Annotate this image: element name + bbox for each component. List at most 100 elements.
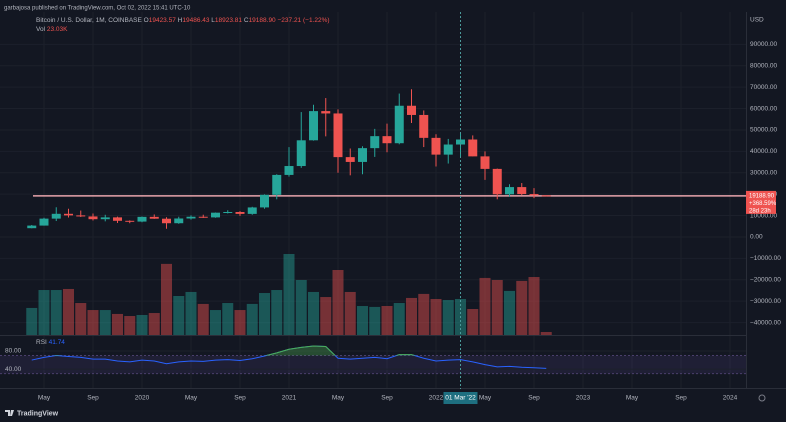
candle-body xyxy=(296,140,306,167)
rsi-last: 41.74 xyxy=(49,339,66,346)
candle-body xyxy=(260,194,269,208)
publisher: garbajosa published on TradingView.com, … xyxy=(4,6,191,12)
volume-bar xyxy=(491,280,503,335)
volume-bar xyxy=(99,310,111,335)
price-label-box xyxy=(746,190,776,214)
candle-body xyxy=(419,114,429,138)
ohlc-key: L xyxy=(211,17,215,24)
ohlc-key: C xyxy=(244,17,249,24)
candle-body xyxy=(113,217,122,221)
symbol: Bitcoin / U.S. Dollar, 1M, COINBASE xyxy=(36,17,143,24)
volume-bar xyxy=(50,290,62,335)
candle-layer xyxy=(27,89,746,229)
volume-bar xyxy=(112,313,123,335)
candle-body xyxy=(198,216,208,218)
y-tick-label: 80000.00 xyxy=(750,62,777,69)
x-tick-label: May xyxy=(626,395,639,402)
candle-body xyxy=(456,139,465,145)
change: −237.21 (−1.22%) xyxy=(278,17,330,24)
candle-body xyxy=(541,195,551,197)
candle-body xyxy=(137,216,147,222)
candle-body xyxy=(333,113,343,158)
volume-bar xyxy=(124,316,136,335)
candle-body xyxy=(505,187,514,195)
ohlc-value: 18923.81 xyxy=(215,17,242,24)
volume-bar xyxy=(283,254,295,335)
candle-body xyxy=(431,137,441,155)
volume-bar xyxy=(344,291,356,335)
y-tick-label: 30000.00 xyxy=(750,169,777,176)
volume-bar xyxy=(210,310,221,335)
volume-bar xyxy=(393,303,405,335)
volume-bar xyxy=(430,298,442,335)
volume-bar xyxy=(161,263,172,335)
volume-bar xyxy=(234,310,246,335)
footer-brand: TradingView xyxy=(17,410,59,417)
volume-bar xyxy=(320,297,332,335)
candle-body xyxy=(529,194,539,196)
candle-body xyxy=(235,212,245,214)
candle-body xyxy=(272,174,282,195)
volume-bar xyxy=(442,300,454,335)
volume-bar xyxy=(504,290,515,335)
grid xyxy=(0,12,746,388)
x-tick-label: 2020 xyxy=(135,395,150,402)
candle-body xyxy=(382,136,392,144)
x-tick-label: May xyxy=(332,395,345,402)
candle-body xyxy=(284,166,294,175)
x-tick-label: 2021 xyxy=(282,395,297,402)
candle-body xyxy=(174,218,184,224)
candle-body xyxy=(358,148,367,162)
volume-bar xyxy=(246,303,258,335)
y-tick-label: −40000.00 xyxy=(750,319,781,326)
volume-legend: Vol 23.03K xyxy=(36,26,68,33)
candle-body xyxy=(51,213,61,219)
candle-body xyxy=(186,216,196,219)
volume-bar xyxy=(369,306,381,335)
y-tick-label: −30000.00 xyxy=(750,298,781,305)
candle-body xyxy=(162,218,171,224)
volume-bar xyxy=(540,332,552,335)
volume-label: Vol xyxy=(36,26,46,33)
volume-bar xyxy=(381,306,393,335)
x-tick-label: Sep xyxy=(528,395,540,402)
candle-body xyxy=(88,216,98,220)
legend: Bitcoin / U.S. Dollar, 1M, COINBASE O194… xyxy=(36,17,330,24)
rsi-legend: RSI 41.74 xyxy=(36,339,65,346)
candle-body xyxy=(125,220,135,222)
candle-body xyxy=(394,105,404,144)
x-tick-label: 2024 xyxy=(723,395,738,402)
volume-bar xyxy=(406,297,417,335)
candle-body xyxy=(492,168,502,195)
price-label-change: +368.59% xyxy=(749,201,777,207)
rsi-layer xyxy=(0,345,746,375)
volume-last: 23.03K xyxy=(47,26,68,33)
ohlc-value: 19188.90 xyxy=(249,17,276,24)
ohlc-value: 19423.57 xyxy=(149,17,176,24)
candle-body xyxy=(76,215,86,217)
ohlc-key: H xyxy=(178,17,183,24)
volume-bar xyxy=(308,291,319,335)
candle-body xyxy=(468,139,478,157)
volume-bar xyxy=(38,290,50,335)
volume-bar xyxy=(259,293,270,335)
y-tick-label: 60000.00 xyxy=(750,105,777,112)
y-tick-label: −10000.00 xyxy=(750,255,781,262)
volume-bar xyxy=(197,303,209,335)
x-tick-label: 2022 xyxy=(429,395,444,402)
price-label-countdown: 28d 23h xyxy=(749,208,771,214)
volume-bar xyxy=(516,280,528,335)
volume-bar xyxy=(418,293,430,335)
x-tick-label: Sep xyxy=(381,395,393,402)
volume-bar xyxy=(148,313,160,335)
rsi-tick-label: 80.00 xyxy=(5,348,22,355)
volume-bar xyxy=(87,310,99,335)
x-tick-label: May xyxy=(185,395,198,402)
settings-icon[interactable] xyxy=(758,394,766,402)
rsi-overbought-fill xyxy=(266,346,415,356)
volume-bar xyxy=(271,290,283,335)
y-tick-label: 10000.00 xyxy=(750,212,777,219)
candle-body xyxy=(27,225,37,229)
volume-bar xyxy=(136,314,148,335)
